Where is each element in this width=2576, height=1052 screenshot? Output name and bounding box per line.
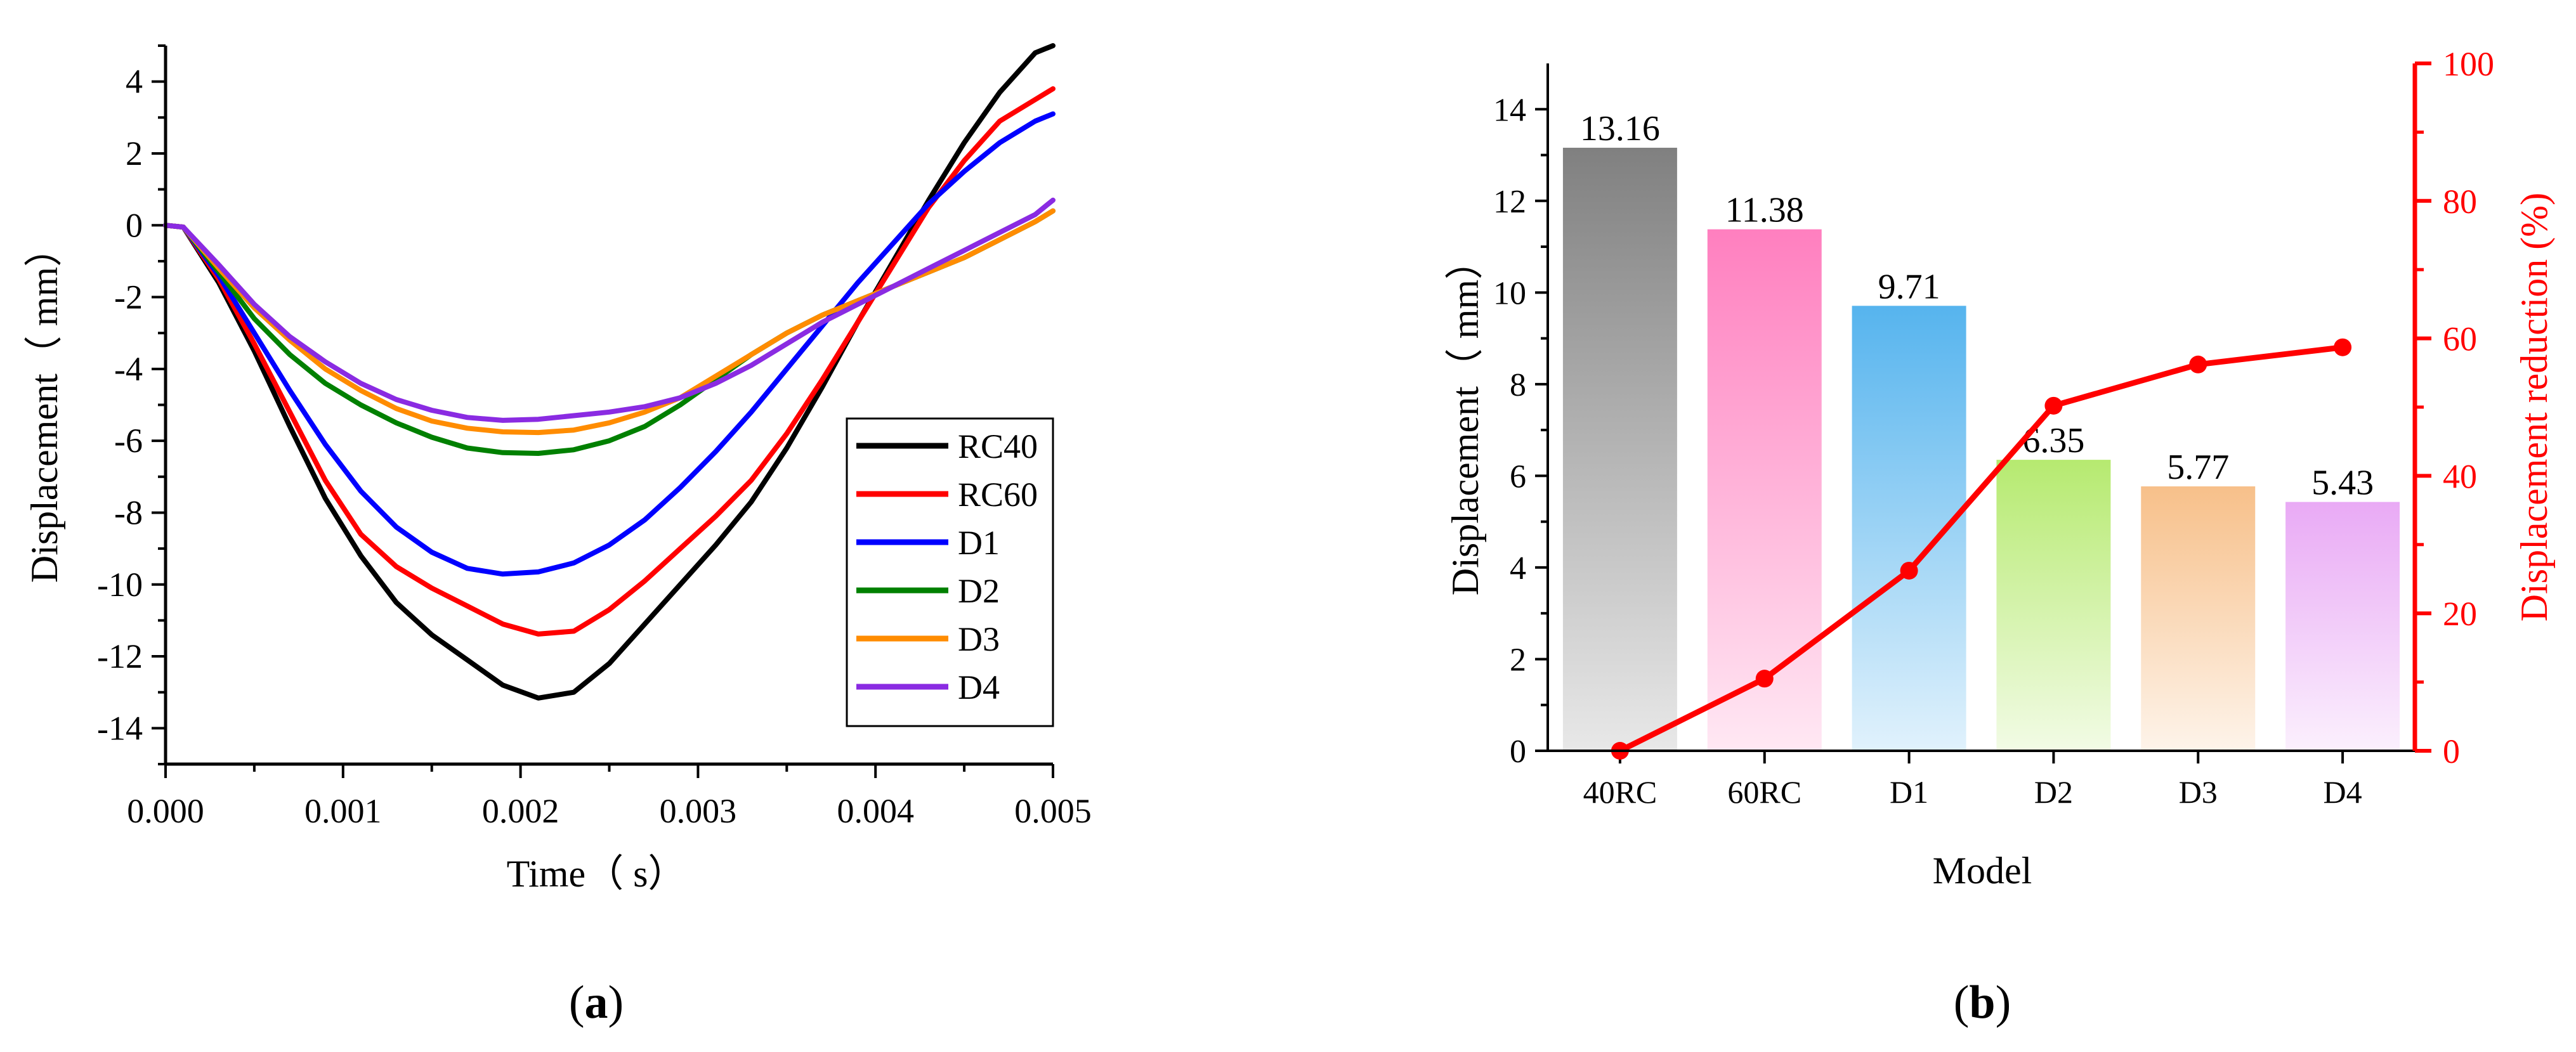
chart-a-y-tick-label: -4 [114,350,143,388]
chart-b-left-tick-label: 6 [1510,458,1526,495]
bar-40rc [1562,147,1677,751]
chart-b-right-tick-label: 100 [2443,45,2494,83]
chart-a-y-tick-label: -2 [114,278,143,316]
chart-b-x-axis-label: Model [1933,850,2032,892]
chart-b-category-label: D1 [1890,774,1928,810]
chart-a-x-tick-label: 0.005 [1014,792,1092,830]
chart-a-y-tick-label: -6 [114,422,143,460]
chart-a-y-tick-label: -8 [114,493,143,531]
chart-b-category-label: 40RC [1583,774,1657,810]
legend-label-rc40: RC40 [958,427,1038,465]
legend-label-rc60: RC60 [958,476,1038,514]
chart-b-right-tick-label: 40 [2443,457,2477,495]
chart-a-y-tick-label: -12 [97,637,143,675]
chart-b-left-tick-label: 8 [1510,367,1526,403]
reduction-point-d3 [2189,355,2207,373]
bar-value-label: 13.16 [1580,109,1660,148]
chart-b-left-tick-label: 12 [1493,184,1526,220]
chart-b-category-label: 60RC [1727,774,1801,810]
bar-d2 [1996,460,2111,751]
bar-value-label: 5.43 [2311,464,2374,503]
reduction-line [1618,344,2343,754]
legend-label-d1: D1 [958,524,1000,562]
chart-a-legend-box [846,417,1054,727]
reduction-point-d1 [1900,561,1918,580]
chart-a-y-tick-label: 4 [126,63,143,101]
chart-a-y-axis-label: Displacement（ mm） [23,229,65,583]
chart-a-y-tick-label: -10 [97,566,143,604]
legend-label-d2: D2 [958,572,1000,610]
panel-label-b: (b) [1954,977,2011,1029]
series-line-d4 [163,197,1056,423]
panel-label-a: (a) [569,977,624,1029]
legend-label-d4: D4 [958,668,1000,706]
reduction-point-d4 [2334,338,2352,356]
chart-b-right-axis-label: Displacement reduction (%) [2513,193,2555,621]
chart-a-x-tick-label: 0.004 [837,792,914,830]
chart-b-left-tick-label: 14 [1493,92,1526,128]
bar-60rc [1707,229,1822,751]
chart-b-right-tick-label: 0 [2443,732,2460,770]
chart-b-right-tick-label: 20 [2443,595,2477,633]
chart-a-y-tick-label: 0 [126,206,143,244]
chart-b-category-label: D2 [2034,774,2073,810]
series-line-d3 [163,208,1056,436]
chart-a-x-tick-label: 0.002 [482,792,559,830]
bar-value-label: 5.77 [2167,448,2229,487]
reduction-point-d2 [2044,396,2063,415]
bar-value-label: 11.38 [1725,191,1804,230]
chart-b-y-axis-label: Displacement（ mm） [1444,242,1486,595]
chart-b-category-label: D3 [2179,774,2218,810]
chart-a-legend: RC40 RC60 D1 D2 D3 D4 [856,427,1038,706]
chart-a-x-axis-label: Time（ s） [507,853,686,895]
chart-b-left-tick-label: 2 [1510,642,1526,678]
chart-b-left-tick-label: 0 [1510,734,1526,770]
bar-d3 [2141,486,2256,751]
displacement-time-chart: 0.000 0.001 0.002 0.003 0.004 0.005 4 2 0 -2 -4 -6 -… [23,43,1092,895]
chart-a-series-lines [163,43,1056,701]
chart-b-right-tick-label: 60 [2443,320,2477,358]
series-line-rc60 [163,86,1056,637]
chart-a-x-tick-label: 0.000 [127,792,204,830]
chart-b-ticks: 40RC 60RC D1 D2 D3 D4 0 2 4 6 8 10 12 14 0 20 40 60 80 100 [1493,45,2494,810]
reduction-point-60rc [1755,670,1774,688]
bar-value-label: 9.71 [1878,267,1940,306]
chart-a-y-tick-label: 2 [126,134,143,172]
series-line-d2 [163,208,1056,456]
chart-a-y-tick-label: -14 [97,709,143,747]
chart-b-left-tick-label: 10 [1493,275,1526,311]
chart-a-x-tick-label: 0.001 [304,792,382,830]
chart-a-x-tick-label: 0.003 [660,792,737,830]
bar-d4 [2285,502,2400,751]
chart-a-ticks: 0.000 0.001 0.002 0.003 0.004 0.005 4 2 0 -2 -4 -6 -… [97,44,1092,830]
chart-b-right-tick-label: 80 [2443,183,2477,221]
chart-b-left-tick-label: 4 [1510,550,1526,587]
legend-label-d3: D3 [958,620,1000,658]
series-line-d1 [163,111,1056,577]
chart-b-reduction-line [1611,338,2352,760]
chart-b-category-label: D4 [2324,774,2362,810]
